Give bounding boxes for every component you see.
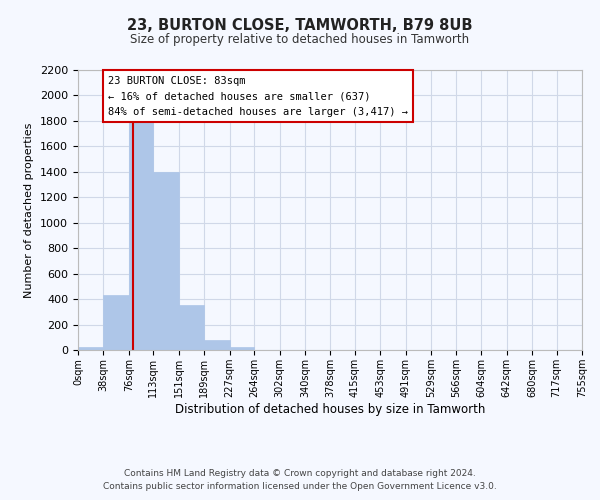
Text: 23, BURTON CLOSE, TAMWORTH, B79 8UB: 23, BURTON CLOSE, TAMWORTH, B79 8UB xyxy=(127,18,473,32)
Bar xyxy=(78,348,103,350)
Bar xyxy=(154,172,179,350)
Bar xyxy=(230,347,254,350)
Y-axis label: Number of detached properties: Number of detached properties xyxy=(25,122,34,298)
Bar xyxy=(204,340,230,350)
Text: Contains public sector information licensed under the Open Government Licence v3: Contains public sector information licen… xyxy=(103,482,497,491)
Text: Size of property relative to detached houses in Tamworth: Size of property relative to detached ho… xyxy=(130,32,470,46)
Bar xyxy=(103,296,129,350)
Bar xyxy=(129,120,154,350)
Text: 23 BURTON CLOSE: 83sqm
← 16% of detached houses are smaller (637)
84% of semi-de: 23 BURTON CLOSE: 83sqm ← 16% of detached… xyxy=(108,76,408,117)
Bar xyxy=(179,306,204,350)
Text: Contains HM Land Registry data © Crown copyright and database right 2024.: Contains HM Land Registry data © Crown c… xyxy=(124,468,476,477)
X-axis label: Distribution of detached houses by size in Tamworth: Distribution of detached houses by size … xyxy=(175,402,485,415)
